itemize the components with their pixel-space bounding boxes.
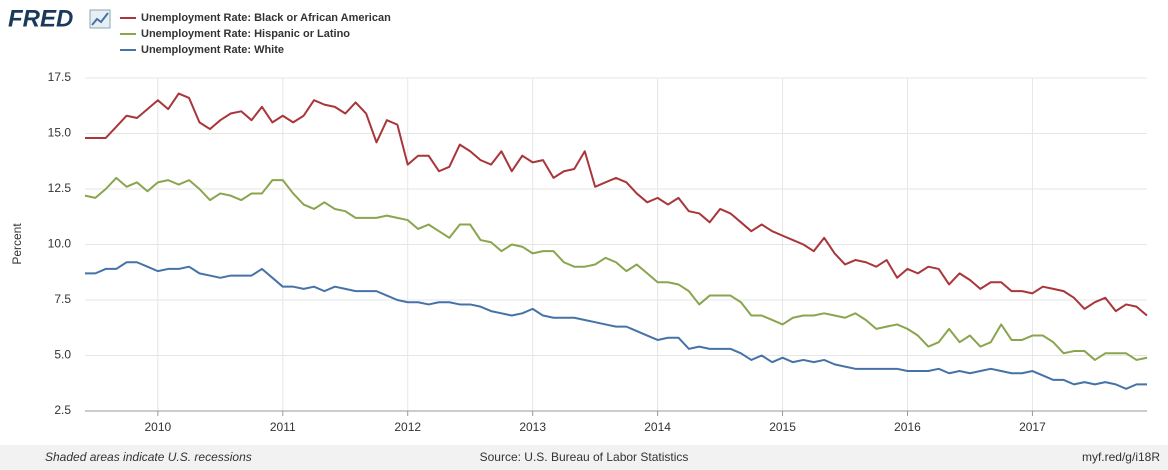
y-tick-label: 10.0 <box>48 237 72 251</box>
x-tick-label: 2014 <box>644 420 671 434</box>
legend: Unemployment Rate: Black or African Amer… <box>120 12 391 56</box>
y-tick-label: 17.5 <box>48 70 72 84</box>
y-tick-label: 7.5 <box>54 292 71 306</box>
x-tick-label: 2012 <box>394 420 421 434</box>
x-tick-label: 2017 <box>1019 420 1046 434</box>
x-tick-label: 2011 <box>270 420 296 434</box>
legend-label: Unemployment Rate: White <box>141 44 284 56</box>
series-line <box>84 176 1148 361</box>
logo: FRED <box>8 5 73 32</box>
x-tick-label: 2016 <box>894 420 921 434</box>
footer-link[interactable]: myf.red/g/i18R <box>1082 450 1160 464</box>
y-tick-label: 5.0 <box>54 348 71 362</box>
legend-label: Unemployment Rate: Hispanic or Latino <box>141 28 350 40</box>
logo-icon <box>89 9 111 29</box>
x-tick-label: 2013 <box>519 420 546 434</box>
footer-note: Shaded areas indicate U.S. recessions <box>45 450 252 464</box>
series-line <box>85 92 1148 317</box>
footer-band <box>0 445 1168 470</box>
y-tick-label: 2.5 <box>54 403 71 417</box>
x-tick-label: 2010 <box>144 420 171 434</box>
x-tick-label: 2015 <box>769 420 796 434</box>
legend-label: Unemployment Rate: Black or African Amer… <box>141 12 391 24</box>
y-tick-label: 15.0 <box>48 126 72 140</box>
y-axis-label: Percent <box>10 223 24 265</box>
y-tick-label: 12.5 <box>48 181 72 195</box>
series-line <box>85 261 1147 390</box>
footer-source: Source: U.S. Bureau of Labor Statistics <box>480 450 689 464</box>
